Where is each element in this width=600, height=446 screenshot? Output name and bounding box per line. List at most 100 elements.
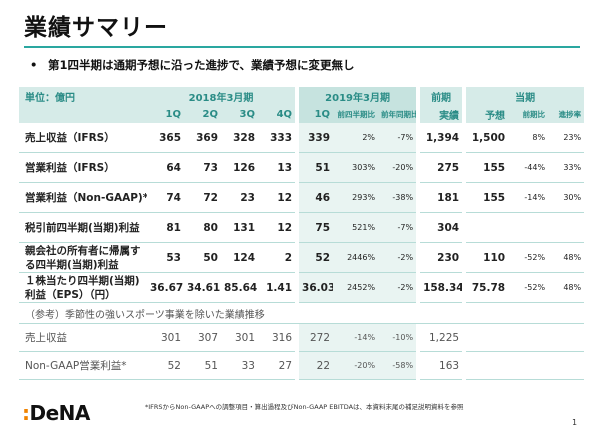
row-label: 親会社の所有者に帰属する四半期(当期)利益 bbox=[19, 242, 147, 273]
cell: 521% bbox=[333, 212, 379, 243]
cell: 303% bbox=[333, 152, 379, 183]
table-row: 売上収益（IFRS） 365 369 328 333 339 2% -7% 1,… bbox=[19, 123, 585, 153]
cell: 46 bbox=[299, 182, 334, 213]
cell: 75.78 bbox=[466, 272, 509, 303]
header-row-1: 単位：億円 2018年3月期 2019年3月期 前期 当期 bbox=[19, 87, 585, 105]
col-forecast: 予想 bbox=[466, 105, 509, 123]
cell: 52 bbox=[299, 242, 334, 273]
cell bbox=[508, 212, 549, 243]
cell: 304 bbox=[420, 212, 463, 243]
table-row: 親会社の所有者に帰属する四半期(当期)利益 53 50 124 2 52 244… bbox=[19, 242, 585, 273]
cell: 272 bbox=[299, 323, 334, 352]
cell: 1,394 bbox=[420, 123, 463, 153]
col-qoq: 前四半期比 bbox=[333, 105, 379, 123]
row-label: １株当たり四半期(当期)利益（EPS）（円） bbox=[19, 272, 147, 303]
col-2q: 2Q bbox=[184, 105, 221, 123]
reference-section-label: （参考）季節性の強いスポーツ事業を除いた業績推移 bbox=[19, 302, 585, 324]
cell bbox=[466, 212, 509, 243]
cell: 301 bbox=[221, 323, 258, 352]
cell: -2% bbox=[378, 242, 417, 273]
cell: -7% bbox=[378, 212, 417, 243]
bullet-text: 第1四半期は通期予想に沿った進捗で、業績予想に変更無し bbox=[48, 58, 355, 72]
cell: 12 bbox=[258, 212, 296, 243]
cell: 333 bbox=[258, 123, 296, 153]
summary-bullet: • 第1四半期は通期予想に沿った進捗で、業績予想に変更無し bbox=[30, 57, 355, 73]
cell: -20% bbox=[378, 152, 417, 183]
cell: 181 bbox=[420, 182, 463, 213]
row-label: 営業利益（Non-GAAP)* bbox=[19, 182, 147, 213]
cell: 51 bbox=[299, 152, 334, 183]
cell: 110 bbox=[466, 242, 509, 273]
cell: 126 bbox=[221, 152, 258, 183]
cell: 8% bbox=[508, 123, 549, 153]
cell: 275 bbox=[420, 152, 463, 183]
cell: 2452% bbox=[333, 272, 379, 303]
cell: 30% bbox=[548, 182, 585, 213]
cell: -38% bbox=[378, 182, 417, 213]
cell: 51 bbox=[184, 351, 221, 380]
cell: 1,225 bbox=[420, 323, 463, 352]
row-label: 売上収益（IFRS） bbox=[19, 123, 147, 153]
cell: 33 bbox=[221, 351, 258, 380]
cell: -58% bbox=[378, 351, 417, 380]
cell: -20% bbox=[333, 351, 379, 380]
cell: 53 bbox=[147, 242, 184, 273]
cell: 36.67 bbox=[147, 272, 184, 303]
cell: 155 bbox=[466, 182, 509, 213]
footnote: *IFRSからNon-GAAPへの調整項目・算出過程及びNon-GAAP EBI… bbox=[145, 403, 464, 411]
title-underline bbox=[24, 46, 580, 48]
cell: 13 bbox=[258, 152, 296, 183]
cell: 158.34 bbox=[420, 272, 463, 303]
cell: 80 bbox=[184, 212, 221, 243]
cell bbox=[548, 212, 585, 243]
cell: 22 bbox=[299, 351, 334, 380]
cell: 1,500 bbox=[466, 123, 509, 153]
bullet-marker: • bbox=[30, 58, 38, 72]
fy2019-header: 2019年3月期 bbox=[299, 87, 417, 105]
row-label: 売上収益 bbox=[19, 323, 147, 352]
cell: 12 bbox=[258, 182, 296, 213]
cell: 155 bbox=[466, 152, 509, 183]
table-row: 営業利益（IFRS） 64 73 126 13 51 303% -20% 275… bbox=[19, 152, 585, 183]
cell: 85.64 bbox=[221, 272, 258, 303]
cell: 48% bbox=[548, 272, 585, 303]
cell: 2 bbox=[258, 242, 296, 273]
financial-summary-table: 単位：億円 2018年3月期 2019年3月期 前期 当期 1Q 2Q 3Q 4… bbox=[19, 87, 585, 380]
table-row: Non-GAAP営業利益* 52 51 33 27 22 -20% -58% 1… bbox=[19, 351, 585, 380]
table-row: 売上収益 301 307 301 316 272 -14% -10% 1,225 bbox=[19, 323, 585, 352]
curr-fy-header: 当期 bbox=[466, 87, 585, 105]
cell: -14% bbox=[333, 323, 379, 352]
row-label: 税引前四半期(当期)利益 bbox=[19, 212, 147, 243]
cell: 124 bbox=[221, 242, 258, 273]
cell: -2% bbox=[378, 272, 417, 303]
cell: -44% bbox=[508, 152, 549, 183]
table-row: 営業利益（Non-GAAP)* 74 72 23 12 46 293% -38%… bbox=[19, 182, 585, 213]
cell: 369 bbox=[184, 123, 221, 153]
cell: 230 bbox=[420, 242, 463, 273]
cell: 293% bbox=[333, 182, 379, 213]
cell: 75 bbox=[299, 212, 334, 243]
cell: 23 bbox=[221, 182, 258, 213]
table-row: １株当たり四半期(当期)利益（EPS）（円） 36.67 34.61 85.64… bbox=[19, 272, 585, 303]
cell: 307 bbox=[184, 323, 221, 352]
cell: 301 bbox=[147, 323, 184, 352]
header-row-2: 1Q 2Q 3Q 4Q 1Q 前四半期比 前年同期比 実績 予想 前期比 進捗率 bbox=[19, 105, 585, 123]
col-yoy: 前年同期比 bbox=[378, 105, 417, 123]
cell: 64 bbox=[147, 152, 184, 183]
cell: 316 bbox=[258, 323, 296, 352]
unit-label: 単位：億円 bbox=[19, 87, 147, 105]
cell: -10% bbox=[378, 323, 417, 352]
col-vs-prev: 前期比 bbox=[508, 105, 549, 123]
row-label: 営業利益（IFRS） bbox=[19, 152, 147, 183]
page-title: 業績サマリー bbox=[24, 15, 168, 41]
col-actual: 実績 bbox=[420, 105, 463, 123]
cell: 131 bbox=[221, 212, 258, 243]
cell: 365 bbox=[147, 123, 184, 153]
col-1q: 1Q bbox=[147, 105, 184, 123]
col-progress: 進捗率 bbox=[548, 105, 585, 123]
dena-logo: :DeNA bbox=[22, 401, 90, 425]
cell: 339 bbox=[299, 123, 334, 153]
cell: -14% bbox=[508, 182, 549, 213]
cell: 73 bbox=[184, 152, 221, 183]
prev-fy-header: 前期 bbox=[420, 87, 463, 105]
